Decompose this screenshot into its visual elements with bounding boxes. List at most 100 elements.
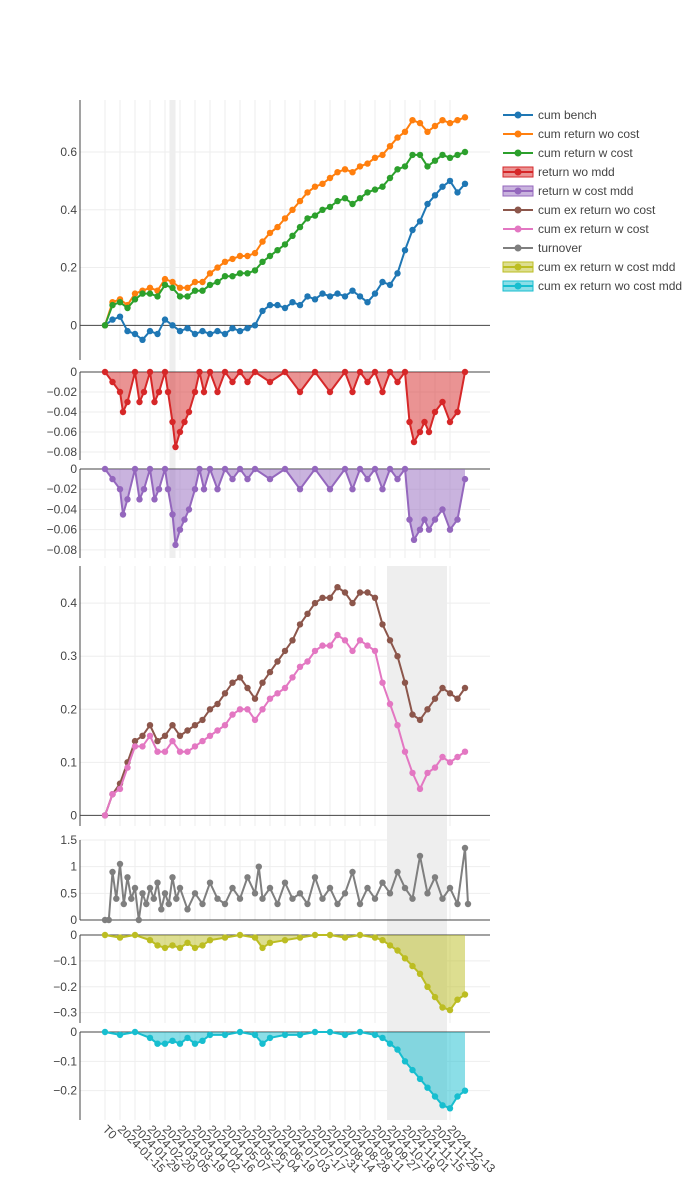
legend-item-return-wo-mdd[interactable]: return wo mdd xyxy=(502,165,615,179)
data-point xyxy=(379,151,386,159)
data-point xyxy=(334,631,341,639)
data-point xyxy=(461,991,469,998)
data-point xyxy=(416,716,424,724)
data-point xyxy=(431,192,439,199)
data-point xyxy=(439,1004,446,1011)
data-point xyxy=(184,1034,191,1042)
data-point xyxy=(464,900,472,908)
data-point xyxy=(266,252,274,260)
legend[interactable]: cum bench cum return wo cost cum return w … xyxy=(502,108,682,293)
data-point xyxy=(341,890,349,897)
legend-item-cum-ex-return-wo-cost-mdd[interactable]: cum ex return wo cost mdd xyxy=(502,279,682,293)
data-point xyxy=(119,511,127,518)
data-point xyxy=(266,378,274,386)
data-point xyxy=(379,183,386,190)
data-point xyxy=(176,327,184,335)
data-point xyxy=(446,119,454,127)
data-point xyxy=(199,900,206,908)
data-point xyxy=(131,465,139,473)
data-point xyxy=(251,1031,259,1039)
data-point xyxy=(431,1093,439,1100)
data-point xyxy=(379,486,386,493)
data-point xyxy=(416,119,424,127)
data-point xyxy=(281,1031,289,1039)
data-point xyxy=(191,330,199,338)
data-point xyxy=(176,1040,184,1047)
legend-label: cum return wo cost xyxy=(538,127,640,141)
data-point xyxy=(394,947,401,954)
series-cum-return-w-cost xyxy=(101,148,469,329)
data-point xyxy=(461,844,469,852)
data-point xyxy=(371,290,379,297)
data-point xyxy=(431,874,439,881)
data-point xyxy=(394,134,401,141)
data-point xyxy=(244,706,251,713)
y-tick-label: −0.04 xyxy=(47,405,78,419)
y-tick-label: 0.5 xyxy=(60,886,77,900)
data-point xyxy=(341,589,349,596)
panel-return-wo-mdd: 0 −0.02 −0.04 −0.06 −0.08 xyxy=(47,365,490,460)
data-point xyxy=(161,316,169,323)
data-point xyxy=(356,465,364,473)
legend-item-cum-bench[interactable]: cum bench xyxy=(503,108,597,122)
data-point xyxy=(176,284,184,291)
data-point xyxy=(446,418,454,426)
data-point xyxy=(409,769,416,777)
data-point xyxy=(371,1031,379,1039)
data-point xyxy=(169,511,176,518)
legend-item-return-w-cost-mdd[interactable]: return w cost mdd xyxy=(502,184,633,198)
series-area xyxy=(105,1032,465,1109)
data-point xyxy=(164,388,172,396)
data-point xyxy=(386,143,394,150)
data-point xyxy=(109,791,116,798)
data-point xyxy=(341,934,349,941)
legend-swatch-marker xyxy=(514,130,522,138)
legend-item-cum-return-wo-cost[interactable]: cum return wo cost xyxy=(503,127,640,141)
legend-item-cum-ex-return-w-cost-mdd[interactable]: cum ex return w cost mdd xyxy=(502,260,675,274)
data-point xyxy=(349,486,356,493)
data-point xyxy=(140,388,148,396)
data-point xyxy=(319,642,326,649)
data-point xyxy=(461,475,469,483)
legend-item-turnover[interactable]: turnover xyxy=(503,241,582,255)
data-point xyxy=(244,252,251,260)
data-point xyxy=(221,465,229,473)
data-point xyxy=(266,301,274,309)
data-point xyxy=(181,516,188,523)
data-point xyxy=(259,238,266,245)
data-point xyxy=(274,301,281,309)
data-point xyxy=(364,884,371,892)
data-point xyxy=(461,148,469,156)
data-point xyxy=(424,769,431,777)
data-point xyxy=(334,900,341,908)
data-point xyxy=(296,621,304,628)
data-point xyxy=(131,368,139,376)
data-point xyxy=(296,486,304,493)
data-point xyxy=(409,117,416,124)
data-point xyxy=(454,1093,461,1100)
data-point xyxy=(191,388,199,396)
data-point xyxy=(394,378,401,386)
legend-item-cum-ex-return-w-cost[interactable]: cum ex return w cost xyxy=(503,222,649,236)
data-point xyxy=(421,418,428,426)
data-point xyxy=(296,934,304,941)
data-point xyxy=(131,743,139,750)
data-point xyxy=(341,368,349,376)
data-point xyxy=(371,594,379,601)
data-point xyxy=(199,1037,206,1045)
data-point xyxy=(173,895,180,902)
legend-item-cum-return-w-cost[interactable]: cum return w cost xyxy=(503,146,633,160)
legend-swatch-marker xyxy=(514,206,522,214)
data-point xyxy=(334,290,341,297)
data-point xyxy=(311,183,319,190)
data-point xyxy=(136,398,143,406)
legend-item-cum-ex-return-wo-cost[interactable]: cum ex return wo cost xyxy=(503,203,656,217)
data-point xyxy=(364,160,371,167)
data-point xyxy=(124,327,131,335)
data-point xyxy=(416,852,424,860)
data-point xyxy=(146,327,154,335)
data-point xyxy=(296,890,304,897)
data-point xyxy=(281,647,289,655)
data-point xyxy=(101,1028,109,1036)
panel-return-w-cost-mdd: 0 −0.02 −0.04 −0.06 −0.08 xyxy=(47,462,490,558)
